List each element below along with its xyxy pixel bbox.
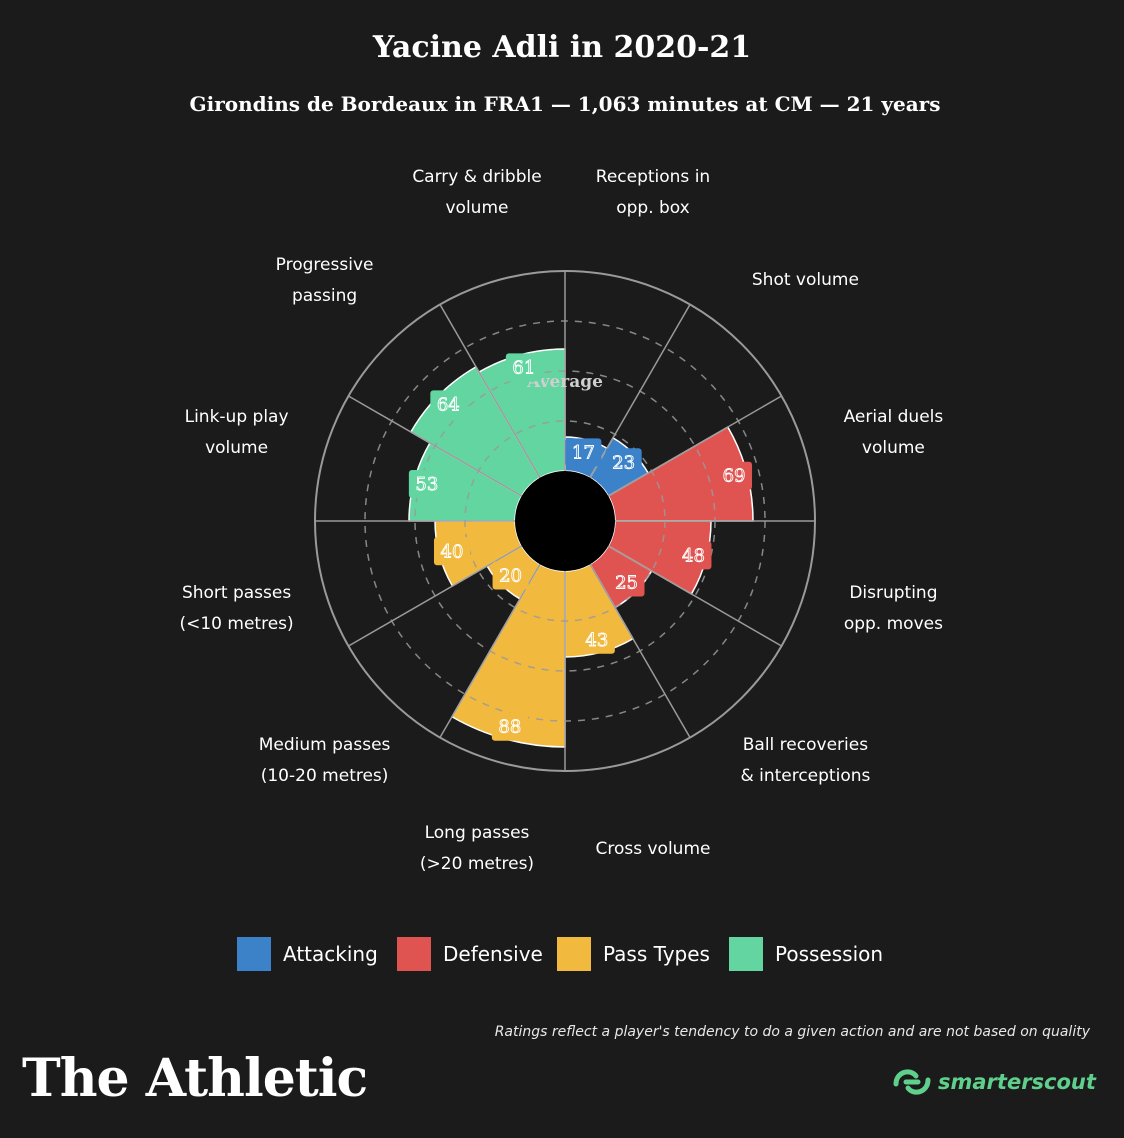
value-label: 53 xyxy=(415,474,438,495)
category-label-line: Cross volume xyxy=(595,838,711,859)
value-label: 17 xyxy=(572,442,595,463)
category-label-line: Progressive xyxy=(275,254,374,275)
category-label: Disrupting opp. moves xyxy=(793,578,993,640)
legend-swatch xyxy=(729,937,763,971)
spoke xyxy=(589,563,691,738)
category-label-line: Shot volume xyxy=(751,270,859,291)
value-label: 40 xyxy=(441,541,464,562)
category-label: Medium passes (10-20 metres) xyxy=(225,730,425,792)
value-label: 20 xyxy=(499,565,522,586)
chart-subtitle: Girondins de Bordeaux in FRA1 — 1,063 mi… xyxy=(189,92,941,116)
value-badge xyxy=(505,353,542,382)
category-label: Link-up play volume xyxy=(137,402,337,464)
spoke xyxy=(348,395,523,497)
category-label-line: opp. box xyxy=(616,197,690,218)
value-badge xyxy=(491,712,528,741)
value-badge xyxy=(605,448,642,477)
legend-label: Possession xyxy=(775,942,884,966)
smarterscout-wordmark: smarterscout xyxy=(938,1070,1096,1094)
spoke xyxy=(589,304,691,479)
legend-item-attacking: Attacking xyxy=(237,936,378,972)
center-hole xyxy=(515,471,615,571)
spoke xyxy=(439,563,541,738)
spoke xyxy=(348,545,523,647)
value-label: 43 xyxy=(585,630,608,651)
value-label: 88 xyxy=(498,717,521,738)
category-label-line: Disrupting xyxy=(849,582,938,603)
value-label: 69 xyxy=(723,466,746,487)
value-label: 48 xyxy=(682,545,705,566)
spoke xyxy=(607,545,782,647)
legend-label: Defensive xyxy=(443,942,543,966)
value-label: 64 xyxy=(437,394,460,415)
category-label-line: Receptions in xyxy=(595,166,711,187)
value-badge xyxy=(608,568,645,597)
smarterscout-icon xyxy=(893,1069,931,1095)
category-label: Ball recoveries & interceptions xyxy=(705,730,905,792)
spoke xyxy=(607,395,782,497)
category-label-line: passing xyxy=(291,285,358,306)
category-label: Progressive passing xyxy=(225,250,425,312)
category-label-line: Carry & dribble xyxy=(412,166,542,187)
category-label-line: opp. moves xyxy=(843,613,943,634)
category-label-line: (<10 metres) xyxy=(179,613,294,634)
category-label-line: volume xyxy=(861,438,925,458)
value-badge xyxy=(578,625,615,654)
legend-label: Pass Types xyxy=(603,942,710,966)
category-label-line: Medium passes xyxy=(258,735,391,756)
category-label-line: (>20 metres) xyxy=(419,854,535,875)
value-badge xyxy=(492,561,529,590)
value-badge xyxy=(716,461,753,490)
category-label-line: Link-up play xyxy=(184,407,289,427)
spoke xyxy=(439,304,541,479)
value-badge xyxy=(565,438,602,467)
legend-swatch xyxy=(237,937,271,971)
legend: Attacking Defensive Pass Types Possessio… xyxy=(0,936,1124,972)
category-label-line: volume xyxy=(205,438,269,458)
category-label-line: Aerial duels xyxy=(843,407,944,427)
brand-logo: The Athletic xyxy=(22,1048,368,1109)
legend-label: Attacking xyxy=(283,942,378,966)
category-label: Cross volume xyxy=(553,834,753,865)
legend-item-pass-types: Pass Types xyxy=(557,936,710,972)
footnote: Ratings reflect a player's tendency to d… xyxy=(494,1024,1090,1040)
legend-swatch xyxy=(557,937,591,971)
category-label: Short passes (<10 metres) xyxy=(137,578,337,640)
value-label: 61 xyxy=(512,357,535,378)
category-label: Carry & dribble volume xyxy=(377,162,577,224)
value-badge xyxy=(675,541,712,570)
value-badge xyxy=(430,390,467,419)
category-label-line: Long passes xyxy=(424,823,530,844)
category-label-line: (10-20 metres) xyxy=(260,766,389,787)
value-badge xyxy=(433,537,470,566)
value-label: 23 xyxy=(612,452,635,473)
category-label: Receptions in opp. box xyxy=(553,162,753,224)
chart-title: Yacine Adli in 2020-21 xyxy=(372,30,752,65)
value-label: 25 xyxy=(615,573,638,594)
category-label: Aerial duels volume xyxy=(793,402,993,464)
legend-item-defensive: Defensive xyxy=(397,936,543,972)
legend-item-possession: Possession xyxy=(729,936,883,972)
category-label-line: volume xyxy=(445,197,509,218)
smarterscout-logo: smarterscout xyxy=(890,1062,1096,1102)
legend-swatch xyxy=(397,937,431,971)
category-label: Long passes (>20 metres) xyxy=(377,818,577,880)
category-label: Shot volume xyxy=(705,265,905,296)
average-label: Average xyxy=(526,372,603,392)
category-label-line: Short passes xyxy=(181,582,292,603)
value-badge xyxy=(408,469,445,498)
category-label-line: Ball recoveries xyxy=(742,735,869,756)
category-label-line: & interceptions xyxy=(740,766,871,787)
